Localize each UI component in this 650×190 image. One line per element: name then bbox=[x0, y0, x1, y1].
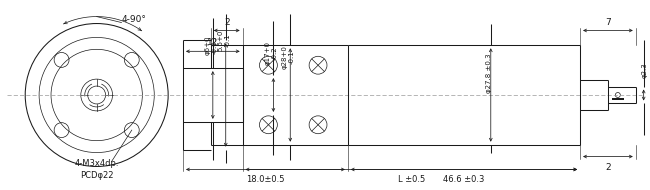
Text: L ±0.5: L ±0.5 bbox=[398, 175, 425, 184]
Text: φ6+0
-0.03: φ6+0 -0.03 bbox=[204, 36, 217, 55]
Text: 4-M3x4dp.: 4-M3x4dp. bbox=[75, 159, 119, 168]
Text: 12: 12 bbox=[207, 38, 218, 47]
Text: φ17+0
-0.2: φ17+0 -0.2 bbox=[265, 41, 278, 65]
Text: φ27.8 ±0.3: φ27.8 ±0.3 bbox=[486, 53, 492, 93]
Text: 5.5+0
-0.1: 5.5+0 -0.1 bbox=[217, 30, 230, 51]
Text: φ28+0
-0.1: φ28+0 -0.1 bbox=[281, 45, 294, 69]
Text: 7: 7 bbox=[605, 17, 611, 26]
Text: 4-90°: 4-90° bbox=[122, 14, 146, 24]
Text: 18.0±0.5: 18.0±0.5 bbox=[246, 175, 285, 184]
Text: PCDφ22: PCDφ22 bbox=[80, 171, 114, 180]
Text: 46.6 ±0.3: 46.6 ±0.3 bbox=[443, 175, 485, 184]
Bar bbox=[612, 98, 624, 101]
Text: 2: 2 bbox=[224, 17, 229, 26]
Text: 2: 2 bbox=[605, 162, 611, 172]
Text: φ2.3: φ2.3 bbox=[642, 62, 647, 78]
